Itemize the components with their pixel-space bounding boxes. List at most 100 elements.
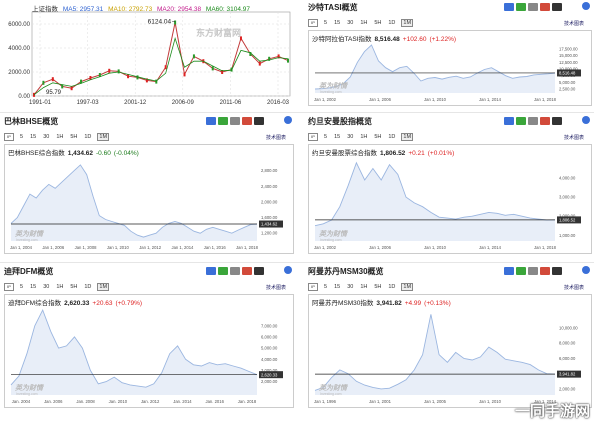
share-icon[interactable] [504, 117, 514, 125]
range-button-1d[interactable]: 1D [388, 20, 396, 26]
index-value: 1,434.62 [67, 150, 94, 157]
copy-icon[interactable] [230, 267, 240, 275]
area-fill [11, 310, 257, 395]
range-button-1h[interactable]: 1H [360, 284, 368, 290]
shanghai-legend: 上证指数 MA5: 2957.31 MA10: 2792.73 MA20: 29… [32, 3, 250, 13]
copy-icon[interactable] [528, 267, 538, 275]
weibo-icon[interactable] [540, 117, 550, 125]
candle [51, 77, 54, 82]
range-button-1d[interactable]: 1D [388, 134, 396, 140]
weibo-icon[interactable] [242, 117, 252, 125]
tech-chart-link[interactable]: 技术图表 [266, 285, 287, 291]
chart-type-icon[interactable]: IP [308, 133, 318, 141]
qzone-icon[interactable] [552, 3, 562, 11]
qzone-icon[interactable] [552, 267, 562, 275]
range-button-15[interactable]: 15 [30, 284, 37, 290]
range-button-30[interactable]: 30 [347, 284, 354, 290]
range-button-1d[interactable]: 1D [388, 284, 396, 290]
range-button-5[interactable]: 5 [324, 134, 328, 140]
share-icon[interactable] [504, 267, 514, 275]
wechat-icon[interactable] [516, 267, 526, 275]
settings-icon[interactable] [582, 266, 590, 274]
weibo-icon[interactable] [540, 267, 550, 275]
tech-chart-link[interactable]: 技术图表 [564, 21, 585, 27]
weibo-icon[interactable] [242, 267, 252, 275]
range-button-1d[interactable]: 1D [84, 134, 92, 140]
settings-icon[interactable] [582, 2, 590, 10]
index-quote: 约旦安曼股票综合指数 1,806.52 +0.21 (+0.01%) [312, 147, 457, 157]
range-button-1h[interactable]: 1H [56, 284, 64, 290]
chart-type-icon[interactable]: IP [308, 19, 318, 27]
range-button-5h[interactable]: 5H [374, 20, 382, 26]
range-button-5h[interactable]: 5H [70, 134, 78, 140]
copy-icon[interactable] [528, 3, 538, 11]
investing-watermark: 英为财情 [15, 231, 43, 238]
wechat-icon[interactable] [516, 3, 526, 11]
current-value-box [557, 69, 581, 77]
copy-icon[interactable] [528, 117, 538, 125]
range-button-1m[interactable]: 1M [97, 283, 110, 291]
tech-chart-link[interactable]: 技术图表 [266, 135, 287, 141]
range-button-5h[interactable]: 5H [374, 284, 382, 290]
brand-watermark: 一同手游网 [514, 403, 590, 420]
range-button-5h[interactable]: 5H [70, 284, 78, 290]
range-button-1m[interactable]: 1M [401, 283, 414, 291]
x-tick-label: Jan 1, 2018 [534, 97, 557, 102]
area-chart: 7,000.00 6,000.00 5,000.00 4,000.00 3,000.00… [10, 308, 283, 404]
share-icon[interactable] [206, 267, 216, 275]
area-chart: 17,500.0015,000.0012,500.0010,000.007,50… [314, 44, 581, 102]
range-button-15[interactable]: 15 [334, 134, 341, 140]
range-button-1h[interactable]: 1H [360, 20, 368, 26]
range-button-1m[interactable]: 1M [401, 133, 414, 141]
chart-type-icon[interactable]: IP [4, 283, 14, 291]
share-icon[interactable] [504, 3, 514, 11]
tech-chart-link[interactable]: 技术图表 [564, 135, 585, 141]
range-button-30[interactable]: 30 [347, 134, 354, 140]
range-button-30[interactable]: 30 [347, 20, 354, 26]
y-tick-label: 0.00 [18, 94, 30, 100]
share-icon[interactable] [206, 117, 216, 125]
range-button-15[interactable]: 15 [334, 20, 341, 26]
range-button-30[interactable]: 30 [43, 284, 50, 290]
weibo-icon[interactable] [540, 3, 550, 11]
legend-ma20: MA20: 2954.38 [157, 6, 202, 13]
range-button-5[interactable]: 5 [20, 284, 24, 290]
range-button-30[interactable]: 30 [43, 134, 50, 140]
area-line [314, 314, 556, 391]
range-button-1m[interactable]: 1M [97, 133, 110, 141]
area-fill [315, 314, 555, 395]
qzone-icon[interactable] [254, 267, 264, 275]
wechat-icon[interactable] [218, 267, 228, 275]
range-button-15[interactable]: 15 [334, 284, 341, 290]
index-change: +4.99 [404, 300, 422, 307]
x-tick-label: Jan 1, 2006 [369, 97, 392, 102]
range-button-1h[interactable]: 1H [360, 134, 368, 140]
y-tick-label: 2,400.00 [261, 184, 278, 189]
x-tick-label: 1991-01 [29, 100, 52, 106]
area-line [10, 164, 258, 238]
range-button-15[interactable]: 15 [30, 134, 37, 140]
qzone-icon[interactable] [552, 117, 562, 125]
range-button-1h[interactable]: 1H [56, 134, 64, 140]
range-button-5[interactable]: 5 [20, 134, 24, 140]
area-chart: 2,800.00 2,400.00 2,000.00 1,600.00 1,200.00… [10, 164, 283, 250]
investing-watermark: 英为财情 [319, 385, 347, 392]
candle [70, 86, 73, 91]
settings-icon[interactable] [284, 266, 292, 274]
copy-icon[interactable] [230, 117, 240, 125]
qzone-icon[interactable] [254, 117, 264, 125]
chart-type-icon[interactable]: IP [308, 283, 318, 291]
y-tick-label: 1,600.00 [261, 215, 278, 220]
wechat-icon[interactable] [516, 117, 526, 125]
chart-type-icon[interactable]: IP [4, 133, 14, 141]
range-button-1m[interactable]: 1M [401, 19, 414, 27]
range-button-5h[interactable]: 5H [374, 134, 382, 140]
range-button-5[interactable]: 5 [324, 20, 328, 26]
tech-chart-link[interactable]: 技术图表 [564, 285, 585, 291]
settings-icon[interactable] [582, 116, 590, 124]
range-button-5[interactable]: 5 [324, 284, 328, 290]
wechat-icon[interactable] [218, 117, 228, 125]
settings-icon[interactable] [284, 116, 292, 124]
range-button-1d[interactable]: 1D [84, 284, 92, 290]
